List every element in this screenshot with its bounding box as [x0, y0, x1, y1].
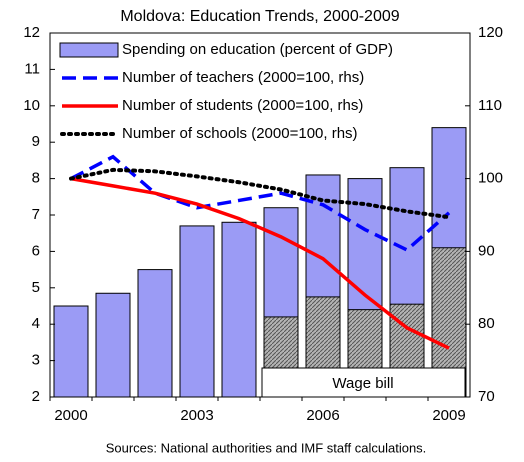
legend-box [261, 367, 466, 398]
legend-label: Number of students (2000=100, rhs) [122, 97, 363, 114]
chart-title: Moldova: Education Trends, 2000-2009 [120, 8, 399, 25]
legend-label: Number of teachers (2000=100, rhs) [122, 69, 364, 86]
y2-tick-label: 70 [478, 388, 495, 405]
line [69, 167, 451, 220]
annotation: Wage bill [332, 375, 393, 392]
y-tick-label: 3 [32, 352, 40, 369]
y2-tick-label: 110 [478, 97, 502, 114]
bar [221, 221, 257, 398]
x-tick-label: 2003 [180, 407, 213, 424]
y2-tick-label: 120 [478, 24, 503, 41]
y2-tick-label: 80 [478, 315, 495, 332]
source-note: Sources: National authorities and IMF st… [106, 440, 427, 455]
y-tick-label: 9 [32, 133, 40, 150]
y-tick-label: 4 [32, 315, 40, 332]
legend-label: Number of schools (2000=100, rhs) [122, 125, 358, 142]
y2-tick-label: 90 [478, 242, 495, 259]
y-tick-label: 6 [32, 242, 40, 259]
x-tick-label: 2000 [54, 407, 87, 424]
y-tick-label: 7 [32, 206, 40, 223]
bar [179, 225, 215, 398]
y-tick-label: 2 [32, 388, 40, 405]
y2-tick-label: 100 [478, 170, 503, 187]
line [70, 176, 450, 350]
bar [137, 269, 173, 398]
x-tick-label: 2009 [432, 407, 465, 424]
y-tick-label: 10 [23, 97, 40, 114]
y-tick-label: 5 [32, 279, 40, 296]
x-tick-label: 2006 [306, 407, 339, 424]
bar [53, 305, 89, 398]
legend-label: Spending on education (percent of GDP) [122, 41, 393, 58]
y-tick-label: 11 [24, 60, 40, 77]
legend-swatch [59, 42, 119, 58]
y-tick-label: 12 [23, 24, 40, 41]
y-tick-label: 8 [32, 170, 40, 187]
bar [95, 292, 131, 398]
line [70, 154, 451, 253]
